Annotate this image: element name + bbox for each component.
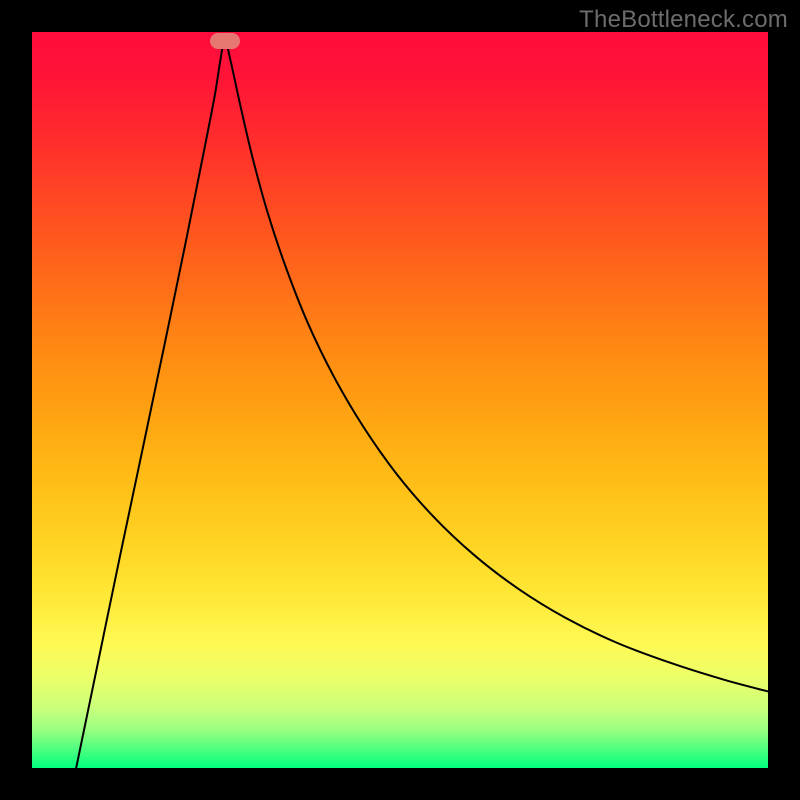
watermark-text: TheBottleneck.com (579, 6, 788, 34)
bottleneck-curve (32, 32, 768, 768)
curve-path (76, 39, 768, 768)
optimal-point-marker (210, 33, 240, 49)
plot-area (32, 32, 768, 768)
